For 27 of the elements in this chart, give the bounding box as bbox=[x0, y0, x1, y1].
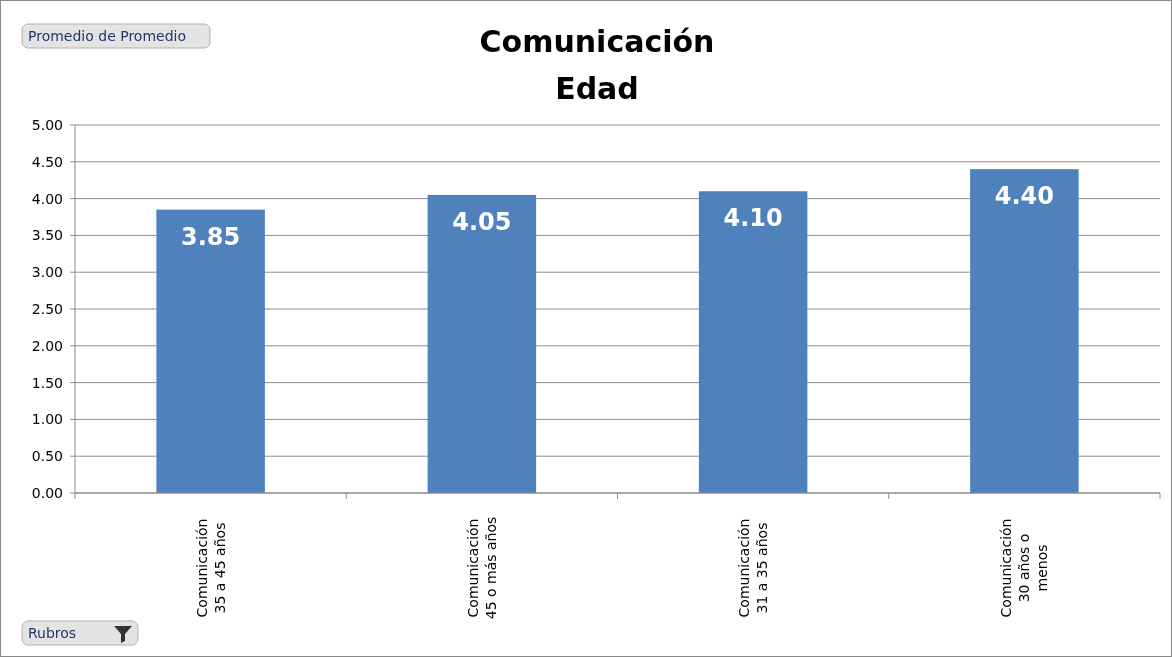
chart-title: Comunicación bbox=[479, 24, 715, 59]
y-tick-label: 2.00 bbox=[31, 337, 63, 354]
x-tick-label: Comunicación 31 a 35 años bbox=[736, 518, 771, 618]
text: Promedio de Promedio bbox=[28, 28, 187, 44]
y-tick-label: 1.00 bbox=[31, 411, 63, 428]
data-label: 4.40 bbox=[994, 182, 1054, 211]
bar bbox=[970, 169, 1079, 493]
bar bbox=[698, 191, 808, 493]
y-tick-label: 4.50 bbox=[31, 153, 63, 170]
data-label: 3.85 bbox=[181, 222, 241, 251]
x-tick-label: Comunicación 30 años o menos bbox=[998, 518, 1051, 618]
y-tick-label: 2.50 bbox=[31, 301, 63, 317]
x-tick-label: Comunicación 45 o más años bbox=[464, 516, 499, 620]
bar bbox=[156, 209, 265, 493]
bar bbox=[427, 194, 537, 493]
y-tick-label: 3.00 bbox=[31, 264, 63, 281]
y-tick-label: 3.50 bbox=[31, 227, 63, 244]
y-tick-label: 0.50 bbox=[31, 448, 63, 465]
y-tick-label: 5.00 bbox=[31, 117, 63, 133]
y-tick-label: 4.00 bbox=[31, 190, 63, 207]
data-label: 4.10 bbox=[723, 204, 783, 233]
text: Rubros bbox=[28, 625, 77, 641]
y-tick-label: 1.50 bbox=[31, 374, 63, 391]
chart-subtitle: Edad bbox=[555, 71, 639, 106]
data-label: 4.05 bbox=[452, 207, 512, 236]
y-tick-label: 0.00 bbox=[31, 485, 63, 501]
x-tick-label: Comunicación 35 a 45 años bbox=[193, 518, 228, 618]
